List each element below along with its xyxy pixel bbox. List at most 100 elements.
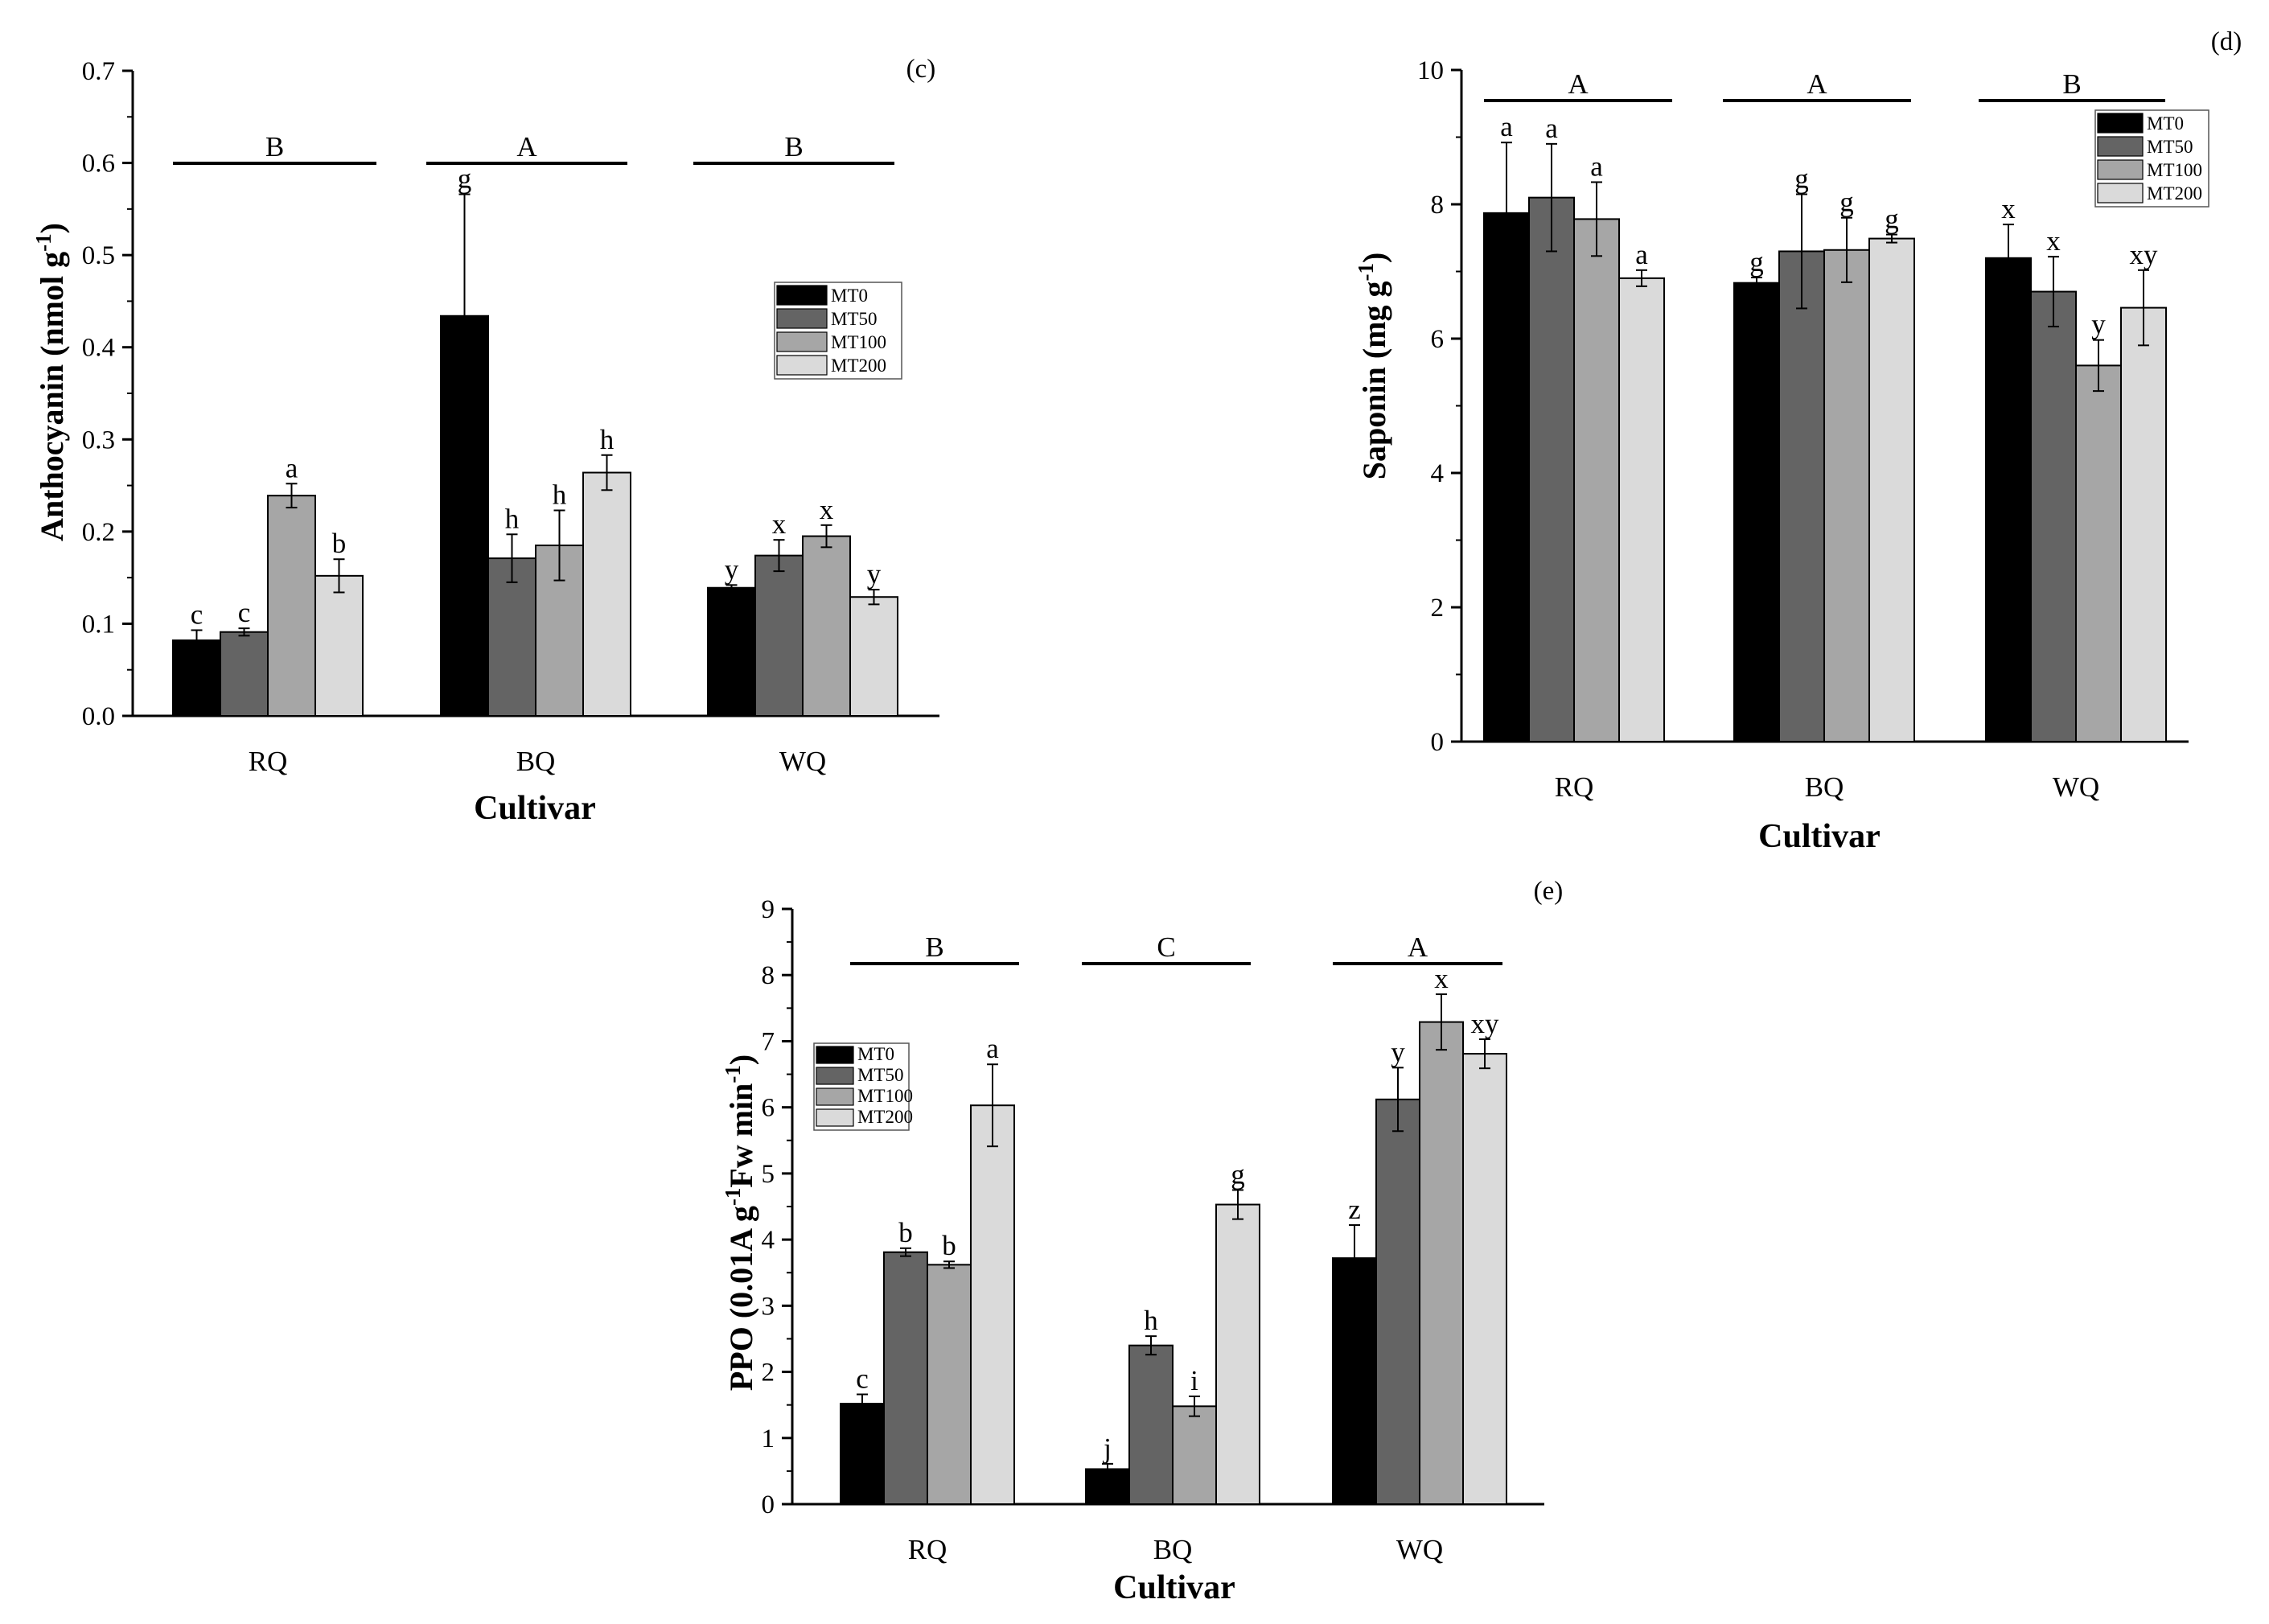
significance-letter: y <box>867 558 882 590</box>
panel-label: (e) <box>1534 877 1564 906</box>
bars: c c a b g h h h y x x y <box>172 163 898 717</box>
y-axis-title: Saponin (mg g-1) <box>1354 253 1392 480</box>
category-label: RQ <box>1555 771 1594 803</box>
bar-mt200-bq <box>1868 237 1915 742</box>
y-tick-label: 0.3 <box>82 426 115 454</box>
legend-swatch <box>2097 159 2144 180</box>
bar-mt0-rq <box>172 639 221 717</box>
bar-mt0-rq <box>1483 212 1530 743</box>
y-tick-label: 0.7 <box>82 57 115 86</box>
category-label: BQ <box>1805 771 1844 803</box>
legend: MT0 MT50 MT100 MT200 <box>774 282 902 380</box>
y-tick-label: 0.4 <box>82 334 115 363</box>
y-axis-title-main: Saponin (mg g <box>1356 282 1392 480</box>
y-tick-label: 6 <box>762 1094 775 1123</box>
legend-label: MT50 <box>857 1065 904 1085</box>
significance-letter: a <box>1545 113 1558 144</box>
x-axis-labels: RQ BQ WQ <box>908 1534 1443 1565</box>
y-tick-label: 0.5 <box>82 241 115 270</box>
significance-letter: x <box>772 508 787 540</box>
group-letter: A <box>516 131 537 162</box>
significance-letter: h <box>553 479 567 511</box>
y-tick-label: 4 <box>1431 459 1445 488</box>
legend-swatch <box>816 1087 854 1106</box>
significance-letter: h <box>505 503 520 534</box>
y-tick-label: 1 <box>762 1425 775 1453</box>
bar-mt0-rq <box>840 1403 885 1505</box>
y-axis-title-end: ) <box>1356 253 1392 263</box>
significance-letter: c <box>856 1363 869 1395</box>
significance-letter: a <box>1635 239 1648 270</box>
group-letter: C <box>1157 931 1175 963</box>
bar-mt100-rq <box>1573 218 1620 742</box>
y-axis-title-main: PPO (0.01A g <box>723 1206 759 1391</box>
bar-mt200-rq <box>970 1104 1015 1505</box>
significance-letter: i <box>1190 1365 1198 1396</box>
category-label: WQ <box>779 746 826 777</box>
category-label: WQ <box>2053 771 2099 803</box>
y-axis-title-main: Anthocyanin (nmol g <box>34 252 70 541</box>
y-axis-title-sup2: -1 <box>721 1065 745 1083</box>
significance-letter: g <box>1885 204 1899 235</box>
significance-letter: x <box>1434 963 1449 994</box>
x-axis-title: Cultivar <box>1113 1569 1235 1606</box>
significance-letter: c <box>238 597 251 628</box>
group-letter: B <box>2062 68 2081 100</box>
y-axis-title-sup: -1 <box>721 1188 745 1207</box>
group-letter: A <box>1807 68 1827 100</box>
y-tick-label: 0.2 <box>82 518 115 547</box>
legend-label: MT50 <box>831 309 878 329</box>
bar-mt100-wq <box>2075 364 2122 742</box>
bar-mt0-wq <box>707 586 756 717</box>
y-axis-title: PPO (0.01A g-1Fw min-1) <box>721 1055 759 1391</box>
significance-letter: g <box>1231 1158 1245 1190</box>
category-label: RQ <box>249 746 288 777</box>
legend-swatch <box>816 1067 854 1085</box>
significance-letter: xy <box>2130 239 2159 270</box>
significance-letter: a <box>1500 111 1513 142</box>
group-letter: A <box>1408 931 1428 963</box>
legend-label: MT50 <box>2147 137 2193 157</box>
y-tick-label: 0 <box>762 1490 775 1519</box>
significance-letter: y <box>2091 309 2106 340</box>
y-axis-title-sup: -1 <box>1354 263 1378 282</box>
y-axis-title-end: ) <box>34 223 70 233</box>
x-axis-title: Cultivar <box>474 790 596 827</box>
y-tick-label: 4 <box>762 1226 775 1255</box>
significance-letter: a <box>286 452 298 483</box>
bar-mt200-wq <box>849 596 898 717</box>
legend-swatch <box>776 285 828 306</box>
significance-letter: x <box>2001 193 2016 224</box>
y-tick-label: 2 <box>762 1359 775 1388</box>
y-tick-label: 6 <box>1431 325 1445 354</box>
anthocyanin-chart: (c) 0.0 0.1 0.2 0.3 0.4 0.5 0.6 0.7 B A B c c a b g h h… <box>31 55 939 827</box>
bar-mt50-rq <box>220 631 269 717</box>
significance-letter: x <box>820 494 834 525</box>
bar-mt200-bq <box>582 471 631 717</box>
group-letter: A <box>1568 68 1589 100</box>
legend-swatch <box>816 1046 854 1064</box>
bar-mt100-wq <box>802 535 851 717</box>
legend-label: MT0 <box>2147 113 2184 134</box>
bar-mt100-bq <box>1823 249 1870 742</box>
x-axis-labels: RQ BQ WQ <box>249 746 826 777</box>
y-tick-label: 0.6 <box>82 150 115 179</box>
bar-mt50-wq <box>2030 290 2077 742</box>
bar-mt50-rq <box>1528 196 1575 742</box>
bar-mt50-wq <box>754 554 804 717</box>
bar-mt100-rq <box>927 1264 972 1506</box>
y-tick-label: 0.0 <box>82 702 115 731</box>
significance-letter: x <box>2046 225 2061 257</box>
significance-letter: xy <box>1471 1008 1500 1039</box>
legend-swatch <box>2097 113 2144 134</box>
significance-letter: j <box>1102 1433 1112 1464</box>
x-axis-labels: RQ BQ WQ <box>1555 771 2099 803</box>
significance-letter: g <box>458 163 472 195</box>
significance-letter: a <box>1590 150 1603 182</box>
category-label: RQ <box>908 1534 947 1565</box>
